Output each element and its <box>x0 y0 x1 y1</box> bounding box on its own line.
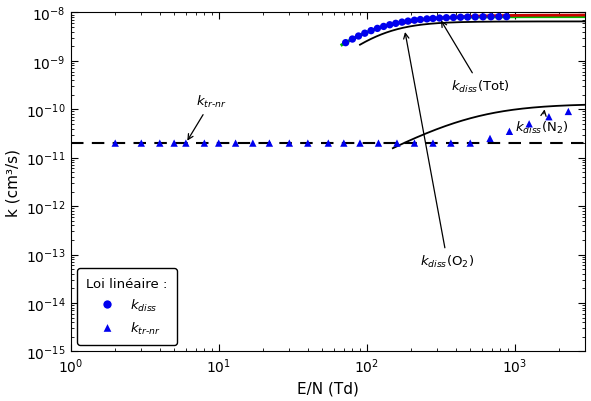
Point <box>181 140 190 147</box>
Point <box>466 140 475 147</box>
Point <box>155 140 164 147</box>
Point <box>449 15 458 22</box>
Point <box>379 24 388 30</box>
Text: $k_{tr\text{-}nr}$: $k_{tr\text{-}nr}$ <box>188 94 226 140</box>
Point <box>355 140 365 147</box>
Point <box>428 140 438 147</box>
Point <box>410 18 419 24</box>
Point <box>214 140 223 147</box>
Point <box>111 140 120 147</box>
Point <box>366 28 376 35</box>
Point <box>374 140 383 147</box>
Point <box>544 114 554 121</box>
Point <box>502 14 511 21</box>
Point <box>463 15 472 21</box>
Point <box>428 16 438 22</box>
Point <box>505 129 514 135</box>
Point <box>415 17 425 24</box>
Point <box>360 31 369 37</box>
Text: $k_{diss}$(N$_2$): $k_{diss}$(N$_2$) <box>515 111 569 136</box>
Y-axis label: k (cm³/s): k (cm³/s) <box>5 148 21 217</box>
Point <box>485 136 495 142</box>
Point <box>285 140 294 147</box>
Point <box>422 17 431 23</box>
Legend: $k_{diss}$, $k_{tr\text{-}nr}$: $k_{diss}$, $k_{tr\text{-}nr}$ <box>77 268 177 345</box>
Point <box>170 140 179 147</box>
Point <box>354 34 363 40</box>
Point <box>248 140 258 147</box>
Point <box>403 19 413 25</box>
Text: $k_{diss}$(O$_2$): $k_{diss}$(O$_2$) <box>404 34 475 270</box>
X-axis label: E/N (Td): E/N (Td) <box>297 381 359 395</box>
Point <box>470 15 480 21</box>
Point <box>385 22 394 29</box>
Point <box>478 14 488 21</box>
Point <box>231 140 241 147</box>
Point <box>441 16 451 22</box>
Point <box>339 140 349 147</box>
Point <box>446 140 456 147</box>
Text: $k_{diss}$(Tot): $k_{diss}$(Tot) <box>441 22 509 95</box>
Point <box>303 140 313 147</box>
Point <box>200 140 209 147</box>
Point <box>494 14 504 21</box>
Point <box>397 20 407 26</box>
Point <box>348 37 357 43</box>
Point <box>137 140 146 147</box>
Point <box>324 140 333 147</box>
Point <box>341 41 350 47</box>
Point <box>373 26 382 32</box>
Point <box>435 16 444 22</box>
Point <box>391 21 401 28</box>
Point <box>392 140 402 147</box>
Point <box>265 140 274 147</box>
Point <box>456 15 465 21</box>
Point <box>410 140 419 147</box>
Point <box>564 109 573 115</box>
Point <box>524 121 534 128</box>
Point <box>486 14 496 21</box>
